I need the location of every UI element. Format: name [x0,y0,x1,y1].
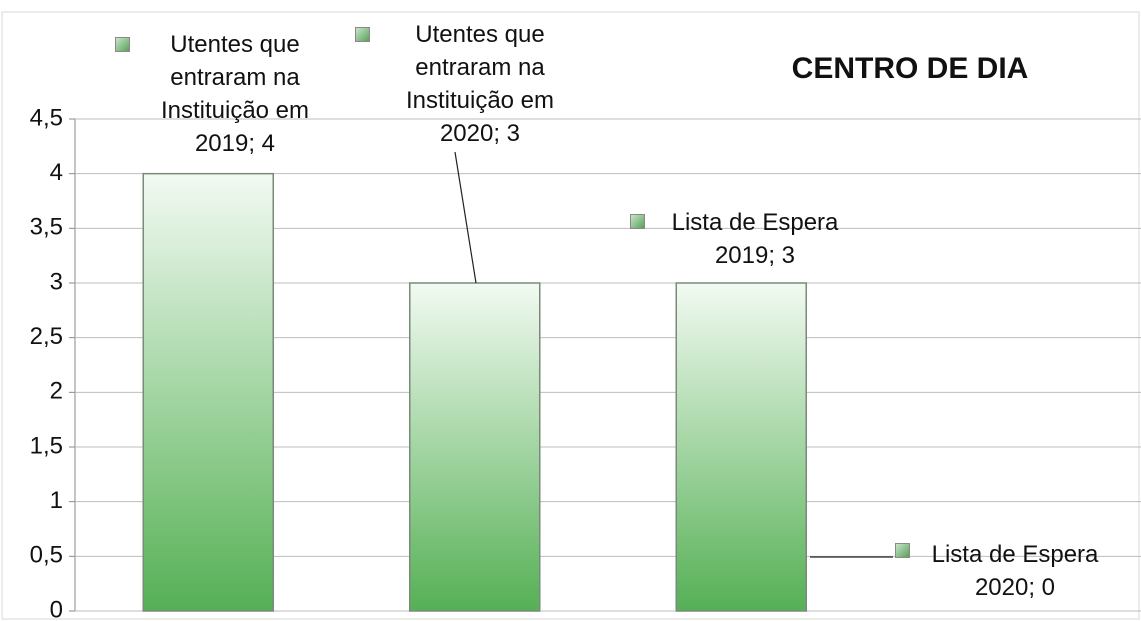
y-tick-label: 0,5 [30,542,63,569]
legend-key [355,27,370,42]
chart-title: CENTRO DE DIA [791,52,1029,85]
legend-key [630,214,645,229]
data-label: Utentes que entraram na Instituição em 2… [405,21,555,147]
y-tick-label: 0 [50,596,63,621]
y-tick-label: 2 [50,378,63,405]
data-label: Lista de Espera 2020; 0 [931,541,1099,601]
legend-key [895,543,910,558]
bar [675,282,807,612]
y-tick-label: 1,5 [30,432,63,459]
chart-border [1,11,1140,620]
data-label: Lista de Espera 2019; 3 [671,209,839,269]
bar [142,172,274,612]
bar [409,282,541,612]
y-tick-label: 3,5 [30,214,63,241]
leader-line [454,151,477,284]
y-tick-label: 4 [50,159,63,186]
y-tick-label: 4,5 [30,104,63,131]
data-label: Utentes que entraram na Instituição em 2… [160,31,310,157]
y-tick-label: 3 [50,268,63,295]
legend-key [115,37,130,52]
y-tick-label: 1 [50,487,63,514]
y-tick-label: 2,5 [30,323,63,350]
